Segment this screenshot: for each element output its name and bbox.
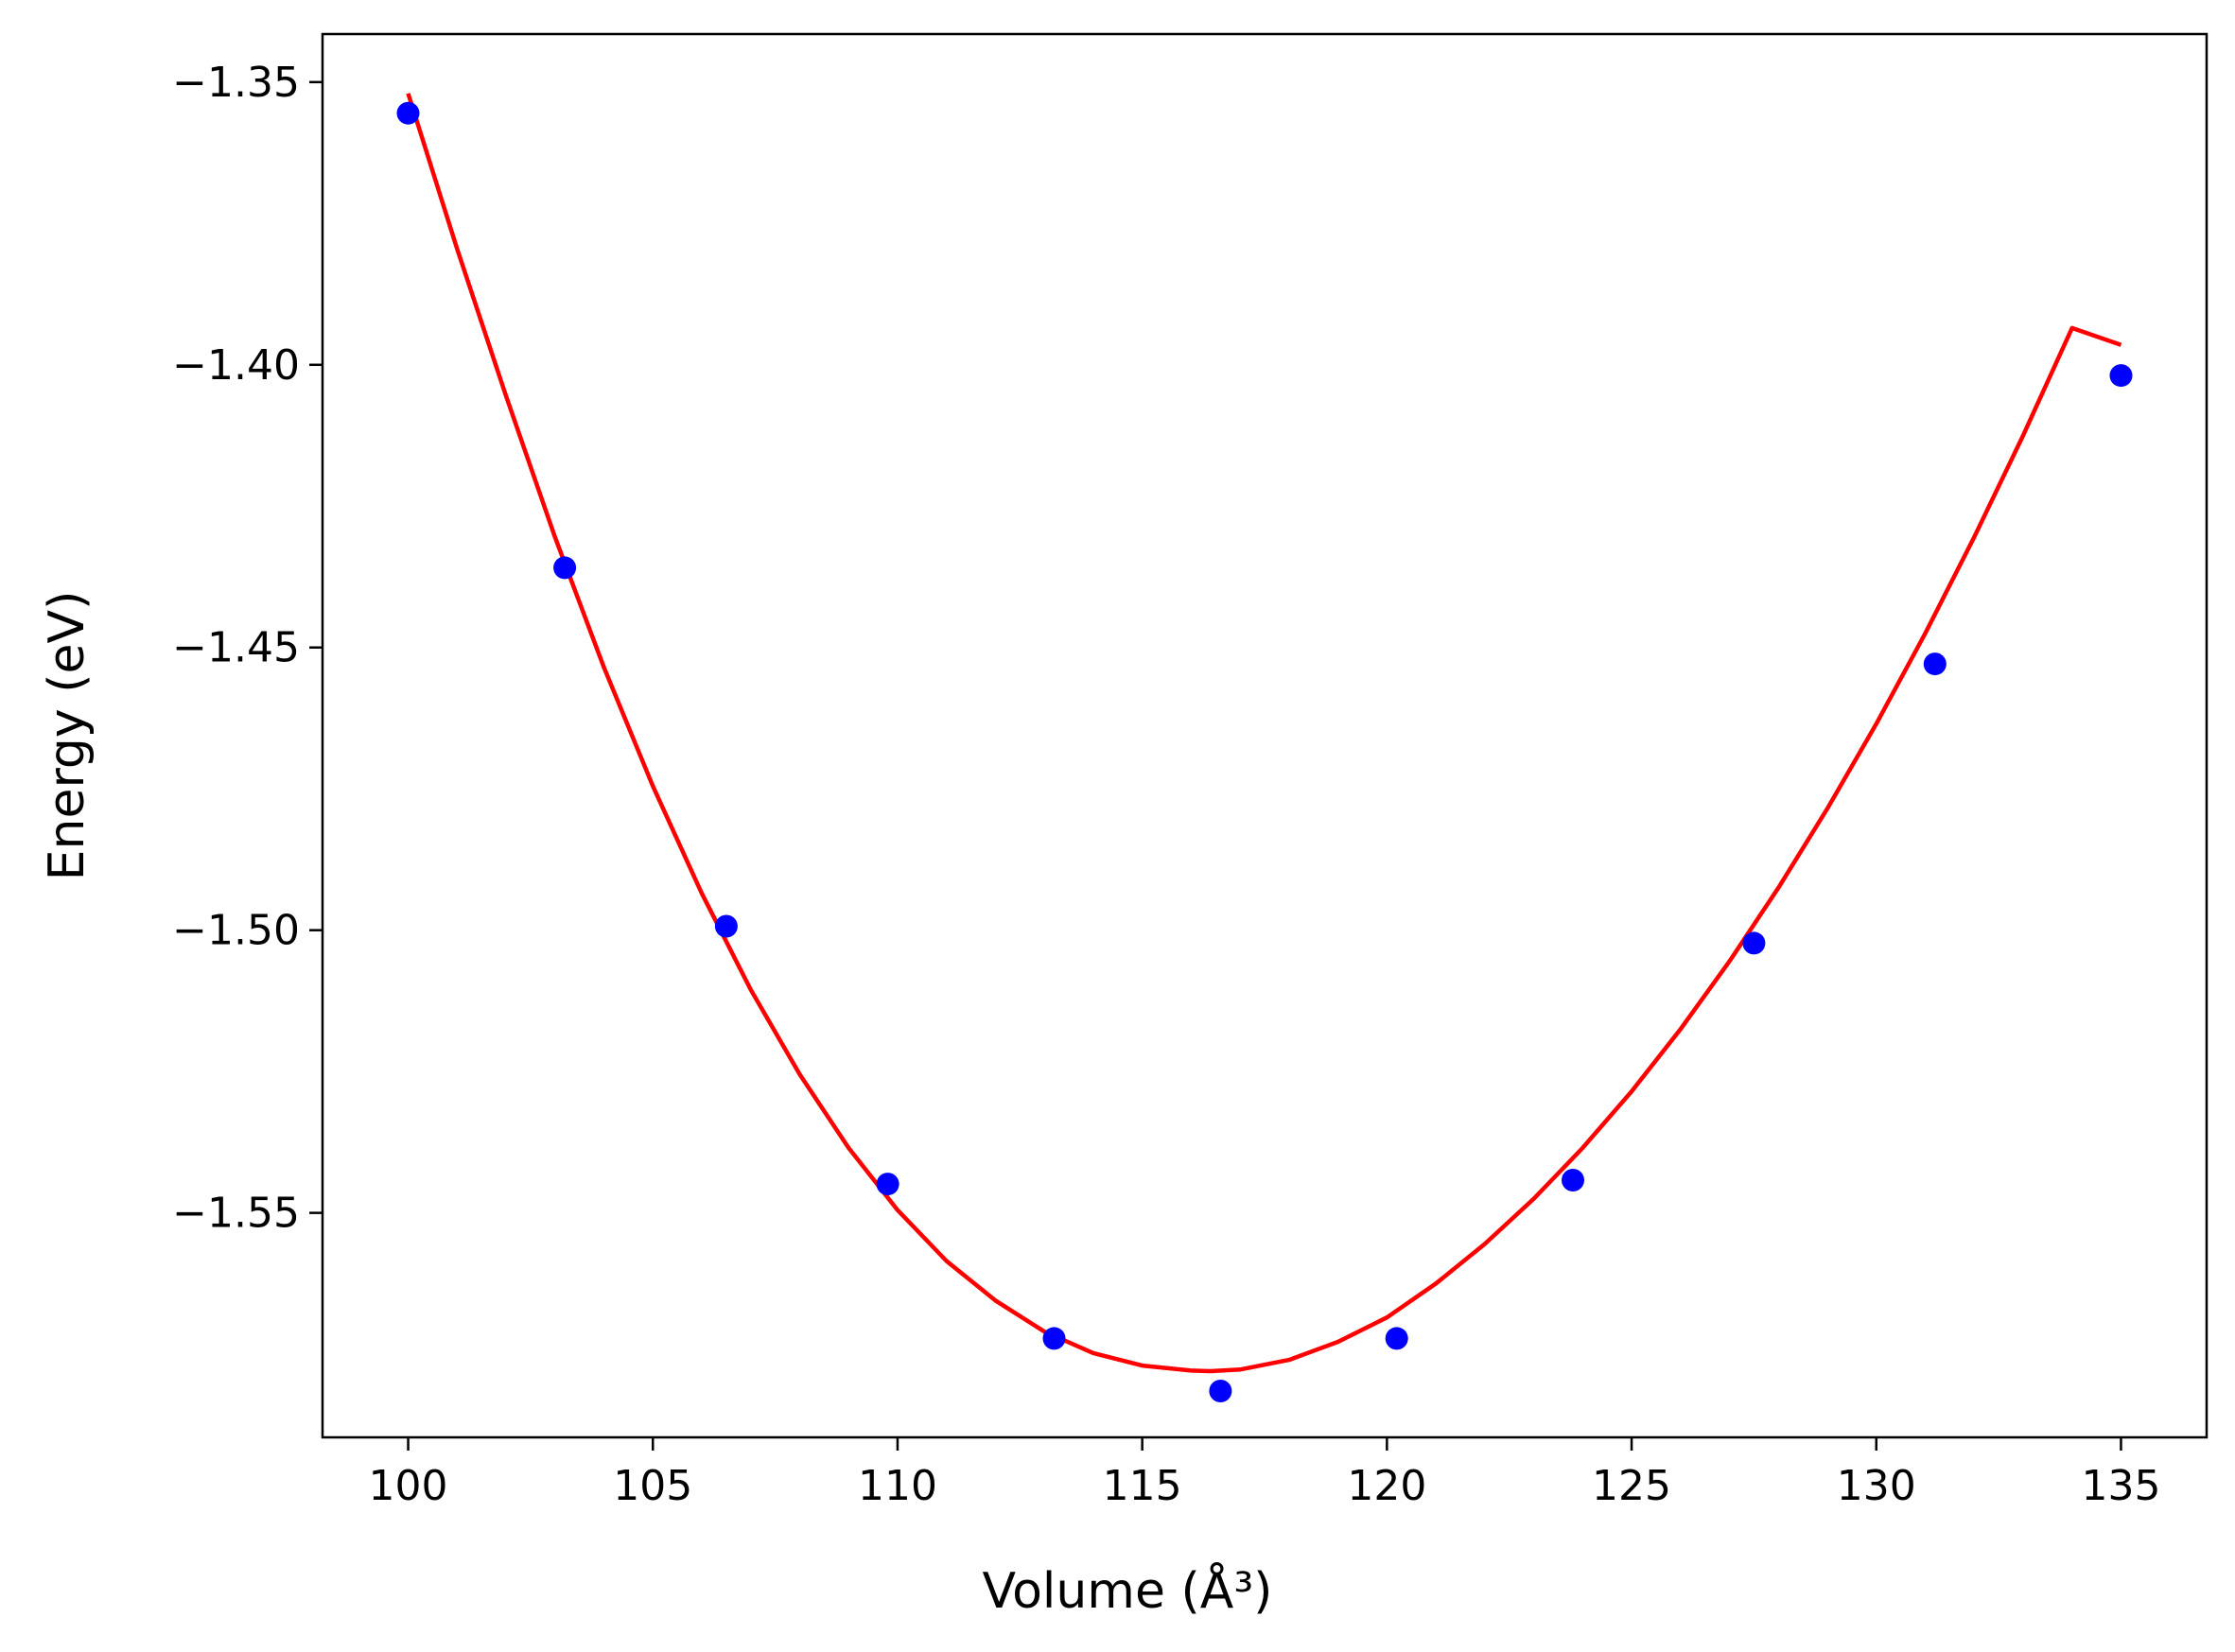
data-point xyxy=(1742,931,1766,955)
data-point xyxy=(876,1173,899,1196)
y-tick-label: −1.35 xyxy=(172,59,300,107)
y-tick-label: −1.50 xyxy=(172,907,300,955)
y-axis-label-text: Energy (eV) xyxy=(39,591,96,881)
plot-layer xyxy=(396,93,2133,1402)
x-tick-label: 120 xyxy=(1347,1462,1426,1510)
x-axis-label-text: Volume (Å³) xyxy=(983,1561,1273,1620)
x-tick-label: 105 xyxy=(613,1462,692,1510)
y-tick-label: −1.40 xyxy=(172,341,300,390)
data-point xyxy=(1923,652,1947,676)
x-tick-label: 110 xyxy=(858,1462,937,1510)
x-tick-label: 135 xyxy=(2081,1462,2160,1510)
data-point xyxy=(553,556,577,580)
y-tick-label: −1.55 xyxy=(172,1190,300,1238)
data-point xyxy=(396,101,420,125)
data-point xyxy=(1042,1327,1066,1350)
x-tick-label: 130 xyxy=(1837,1462,1916,1510)
y-tick-label: −1.45 xyxy=(172,624,300,672)
x-tick-label: 115 xyxy=(1103,1462,1182,1510)
x-tick-label: 100 xyxy=(369,1462,448,1510)
x-tick-label: 125 xyxy=(1592,1462,1671,1510)
plot-frame xyxy=(321,32,2209,1439)
data-point xyxy=(2109,364,2133,388)
fit-curve-line xyxy=(406,93,2122,1374)
data-point xyxy=(1209,1380,1232,1402)
ticks-layer: 100 105 110 115 120 125 130 135 −1.35 −1.40 −1.45 −… xyxy=(172,59,2160,1510)
data-point xyxy=(1385,1327,1408,1350)
data-point xyxy=(714,914,738,938)
data-point xyxy=(1562,1169,1584,1191)
y-axis-label: Energy (eV) xyxy=(39,591,96,881)
x-axis-label: Volume (Å³) xyxy=(983,1561,1273,1620)
